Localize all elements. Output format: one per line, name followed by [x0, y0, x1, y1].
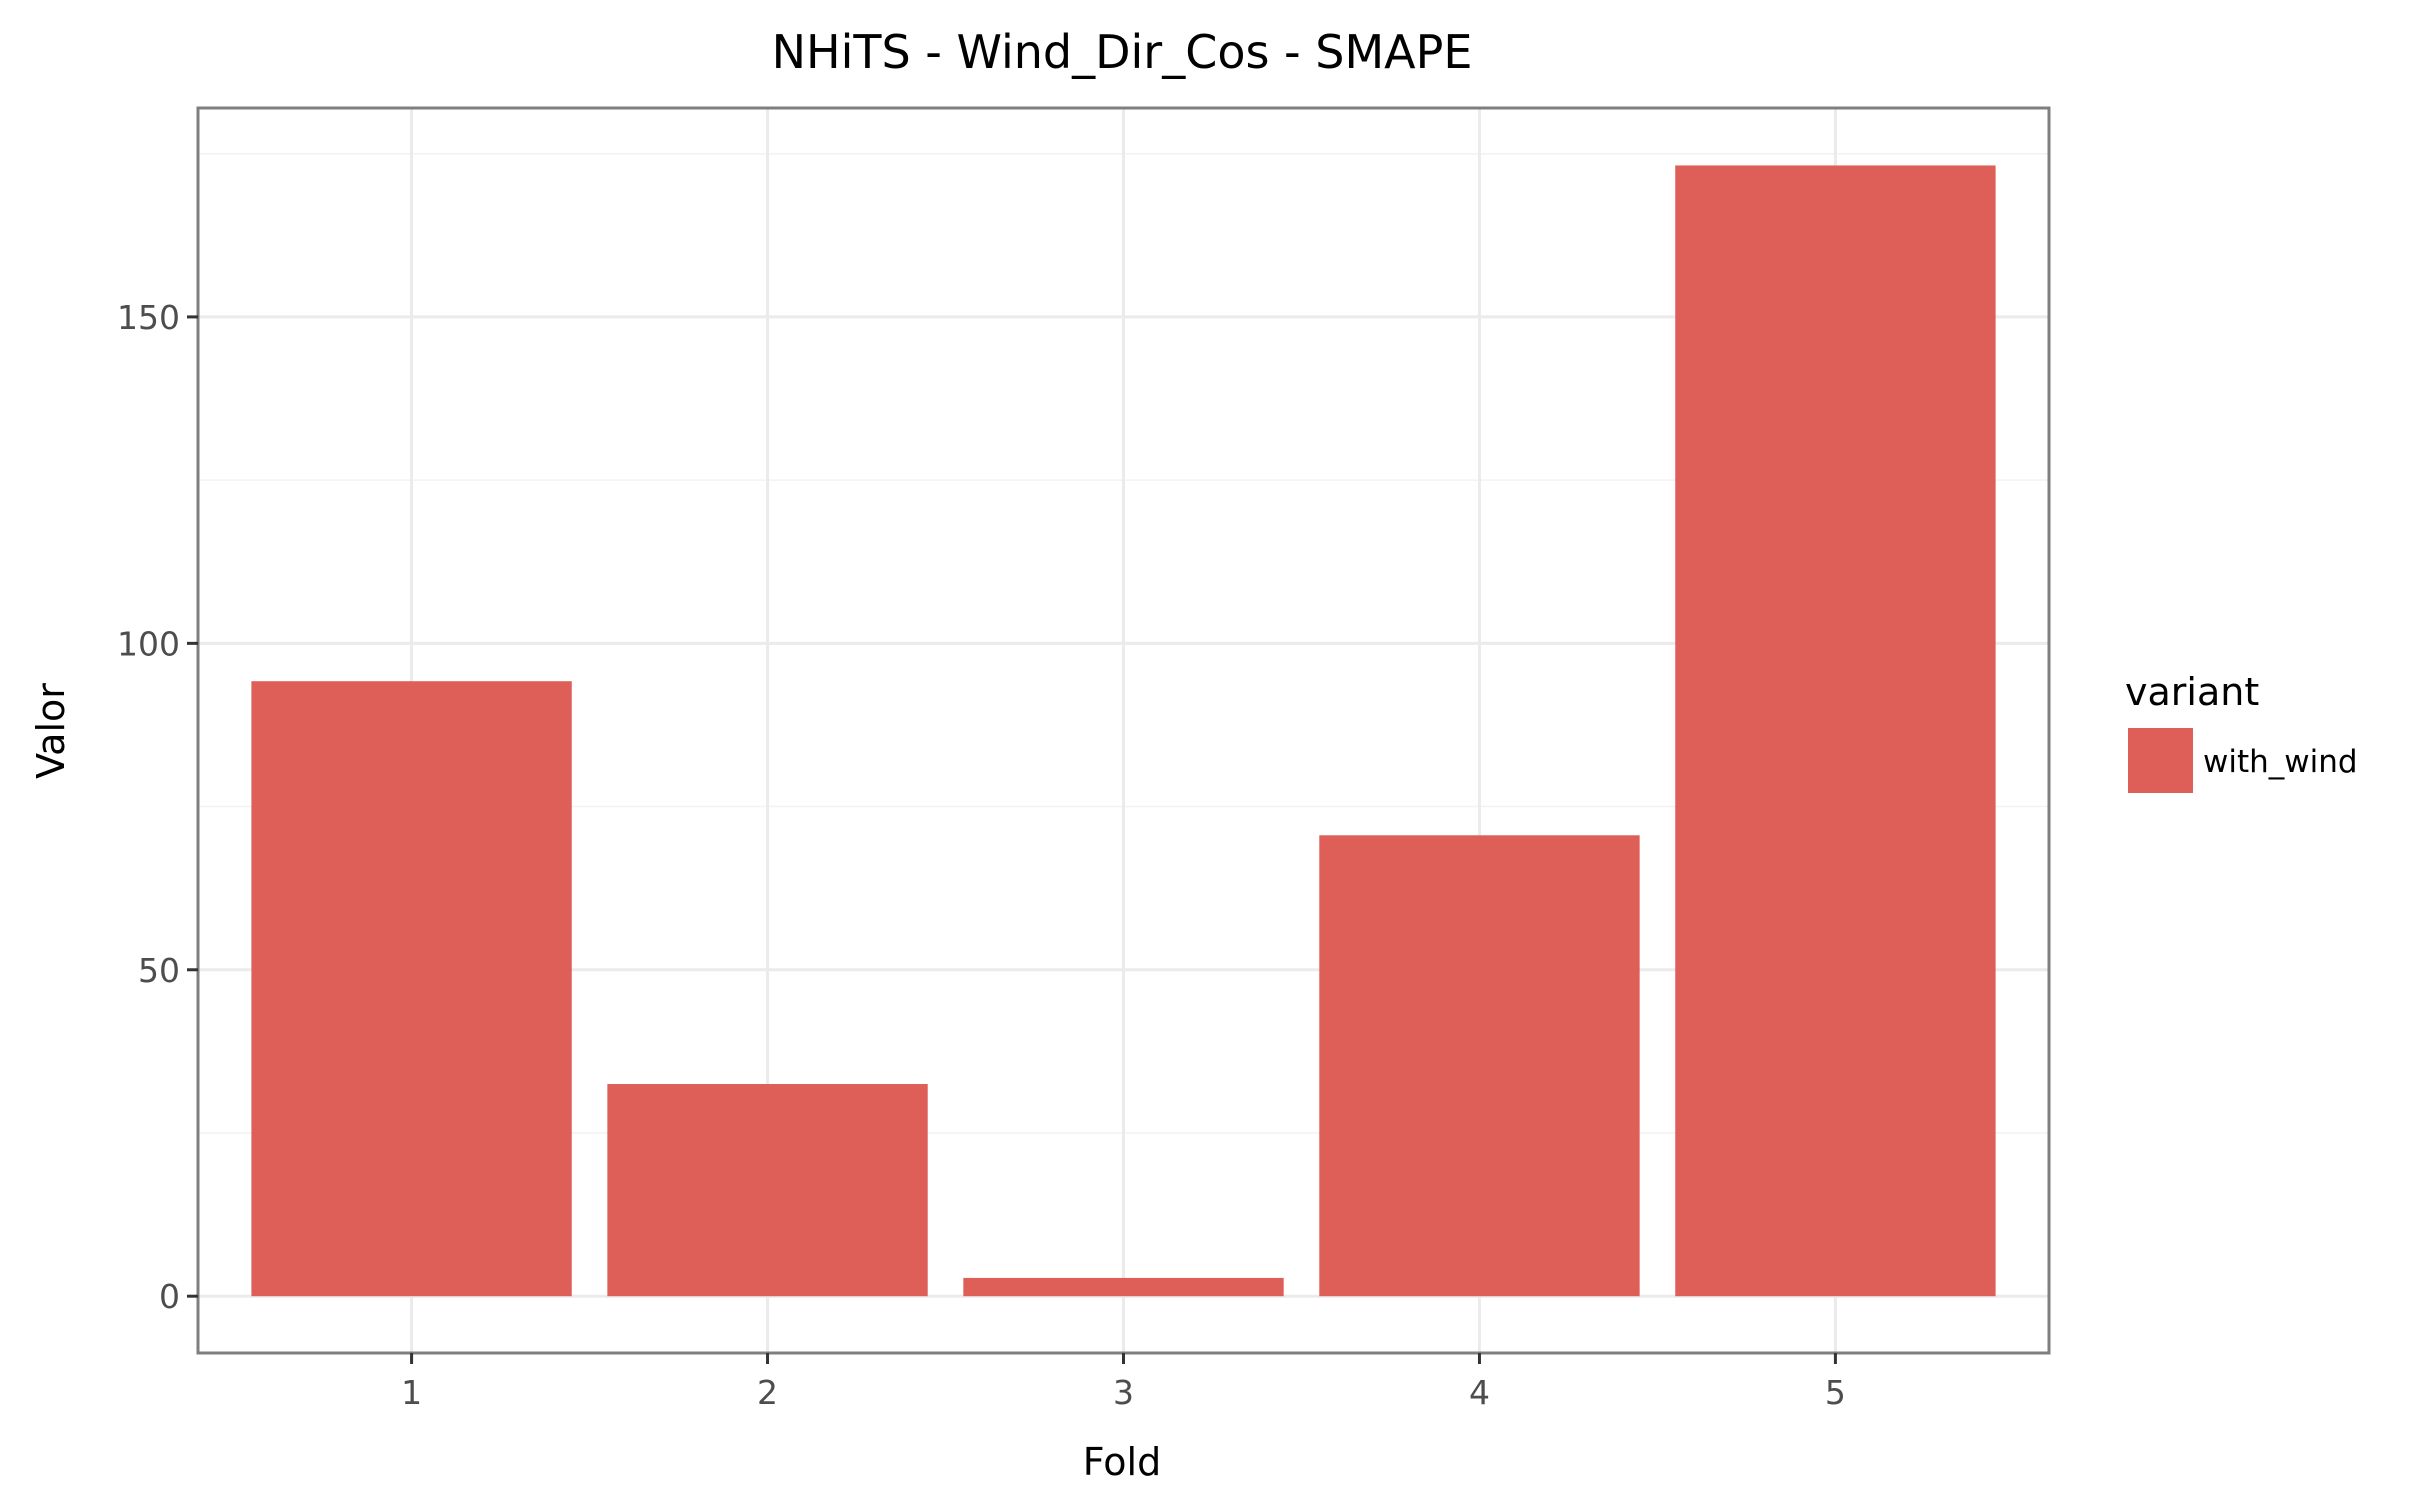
x-tick-label: 1: [401, 1373, 422, 1412]
y-tick-label: 50: [138, 951, 180, 990]
legend: variant with_wind: [2125, 670, 2358, 793]
y-tick-label: 150: [117, 298, 180, 337]
x-axis-title: Fold: [1083, 1440, 1161, 1484]
x-axis: 1 2 3 4 5: [401, 1353, 1846, 1412]
bar-fold-1: [251, 681, 572, 1297]
bar-fold-5: [1675, 165, 1996, 1297]
legend-key-with-wind: [2128, 728, 2193, 793]
legend-label-with-wind: with_wind: [2203, 744, 2358, 780]
bar-fold-2: [607, 1084, 928, 1297]
y-tick-label: 0: [159, 1277, 180, 1316]
y-axis: 0 50 100 150: [117, 298, 198, 1316]
bar-fold-3: [963, 1277, 1284, 1297]
y-tick-label: 100: [117, 624, 180, 663]
x-tick-label: 3: [1113, 1373, 1134, 1412]
x-tick-label: 4: [1469, 1373, 1490, 1412]
chart-title: NHiTS - Wind_Dir_Cos - SMAPE: [772, 25, 1473, 79]
y-axis-title: Valor: [29, 683, 73, 779]
x-tick-label: 5: [1825, 1373, 1846, 1412]
bar-fold-4: [1319, 835, 1640, 1297]
x-tick-label: 2: [757, 1373, 778, 1412]
bars: [251, 165, 1996, 1297]
legend-title: variant: [2125, 670, 2259, 714]
